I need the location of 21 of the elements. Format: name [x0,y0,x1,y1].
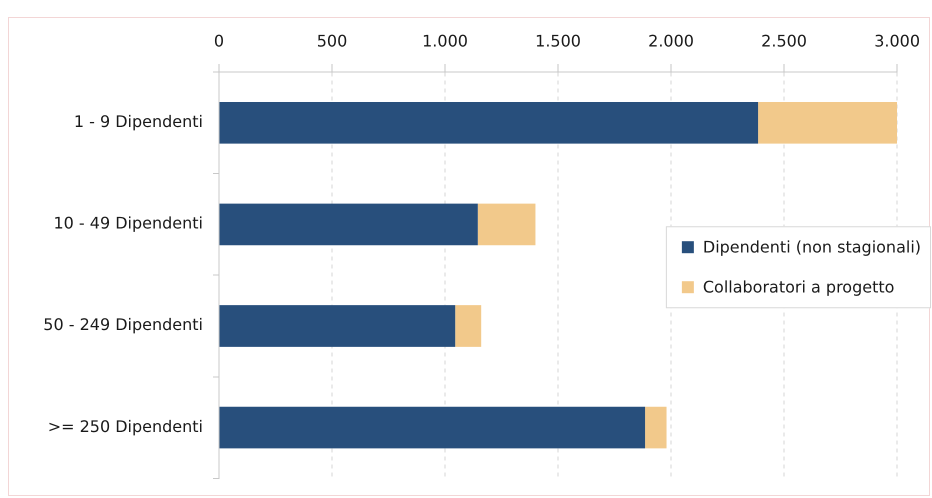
y-tick-label: >= 250 Dipendenti [48,416,203,436]
x-tick-label: 1.500 [535,32,581,51]
legend-label: Collaboratori a progetto [702,277,894,296]
bar [478,204,536,246]
x-tick-label: 2.500 [761,32,807,51]
x-tick-label: 1.000 [422,32,468,51]
x-tick-label: 500 [316,32,348,51]
x-tick-label: 2.000 [648,32,694,51]
x-tick-label: 0 [214,32,224,51]
bar [220,102,758,144]
x-tick-label: 3.000 [874,32,920,51]
y-tick-label: 1 - 9 Dipendenti [74,112,203,131]
bar [220,406,646,448]
bar [220,305,456,347]
bar [758,102,898,144]
y-tick-label: 10 - 49 Dipendenti [53,214,203,233]
bar [645,406,667,448]
bar [220,204,478,246]
bar [455,305,482,347]
legend-label: Dipendenti (non stagionali) [702,237,922,256]
y-tick-label: 50 - 249 Dipendenti [43,315,203,334]
